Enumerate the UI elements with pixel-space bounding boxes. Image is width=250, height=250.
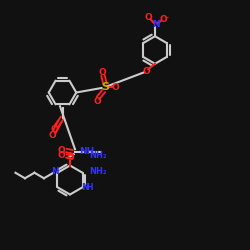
Text: +: + xyxy=(156,19,161,24)
Text: O: O xyxy=(98,68,106,77)
Text: O: O xyxy=(142,67,150,76)
Text: NH: NH xyxy=(79,147,94,156)
Text: NH₂: NH₂ xyxy=(89,167,107,176)
Text: O: O xyxy=(111,82,119,92)
Text: S: S xyxy=(101,82,109,92)
Text: O: O xyxy=(93,97,101,106)
Text: O: O xyxy=(144,13,152,22)
Text: O: O xyxy=(58,146,66,155)
Text: O: O xyxy=(50,125,58,134)
Text: N: N xyxy=(51,168,59,176)
Text: O: O xyxy=(48,130,56,140)
Text: O: O xyxy=(58,152,66,160)
Text: N: N xyxy=(81,184,89,192)
Text: -: - xyxy=(166,13,169,22)
Text: H: H xyxy=(86,184,93,192)
Text: NH₂: NH₂ xyxy=(90,151,107,160)
Text: O: O xyxy=(66,154,74,162)
Text: O: O xyxy=(160,15,168,24)
Text: N: N xyxy=(152,20,159,29)
